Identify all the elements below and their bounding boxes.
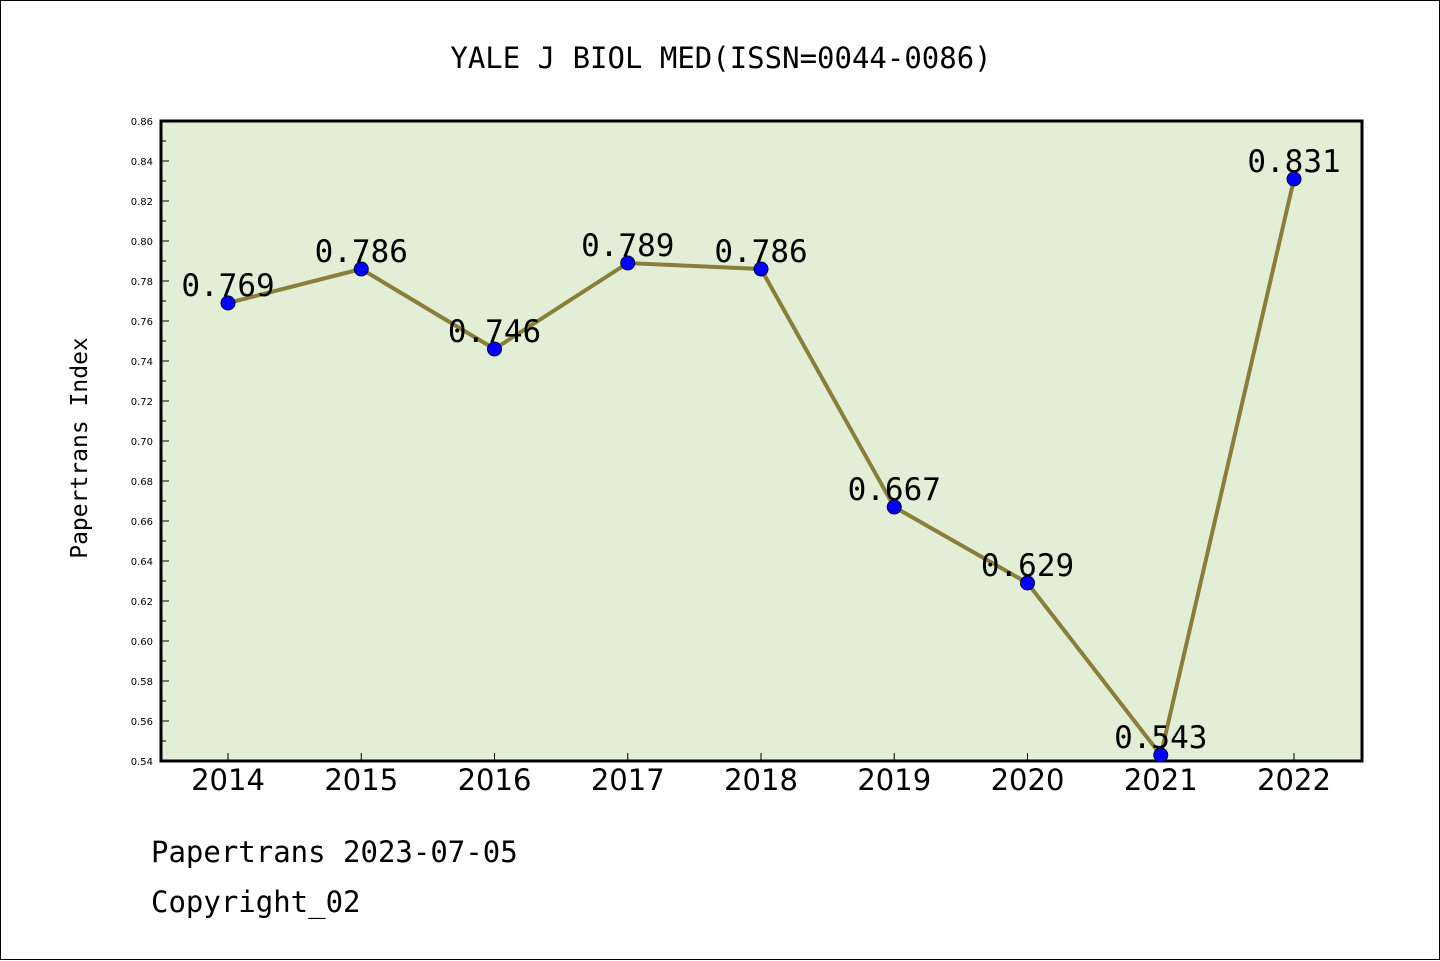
y-tick-label: 0.66: [131, 517, 153, 528]
footer-copyright: Copyright_02: [151, 885, 361, 919]
y-tick-label: 0.72: [131, 397, 153, 408]
data-label: 0.629: [981, 548, 1074, 584]
x-tick-label: 2021: [1124, 763, 1198, 797]
y-tick-label: 0.78: [131, 277, 153, 288]
x-tick-label: 2015: [324, 763, 398, 797]
data-point: [886, 499, 902, 515]
x-tick-label: 2017: [591, 763, 665, 797]
x-tick-label: 2019: [857, 763, 931, 797]
data-label: 0.667: [848, 472, 941, 508]
y-tick-label: 0.86: [131, 117, 153, 128]
y-tick-label: 0.76: [131, 317, 153, 328]
data-point: [1286, 171, 1302, 187]
y-axis: 0.54 0.56 0.58 0.60 0.62 0.64 0.66 0.68 0.70 0.72…: [131, 117, 169, 768]
data-point: [220, 295, 236, 311]
data-label: 0.786: [315, 234, 408, 270]
data-label: 0.769: [181, 268, 274, 304]
data-point: [353, 261, 369, 277]
data-label: 0.543: [1114, 720, 1207, 756]
data-point: [487, 341, 502, 357]
y-tick-label: 0.64: [131, 557, 153, 568]
x-tick-label: 2022: [1257, 763, 1331, 797]
data-label: 0.746: [448, 314, 541, 350]
y-tick-label: 0.58: [131, 677, 153, 688]
data-point: [1020, 575, 1035, 591]
x-axis: 2014 2015 2016 2017 2018 2019 2020 2021 2022: [191, 753, 1331, 797]
data-point: [1153, 747, 1169, 763]
y-tick-label: 0.68: [131, 477, 153, 488]
data-point: [753, 261, 769, 277]
data-label: 0.789: [581, 228, 674, 264]
footer-date: Papertrans 2023-07-05: [151, 835, 518, 869]
y-tick-label: 0.74: [131, 357, 153, 368]
x-tick-label: 2016: [458, 763, 532, 797]
x-tick-label: 2018: [724, 763, 798, 797]
y-axis-label: Papertrans Index: [67, 337, 93, 559]
x-tick-label: 2014: [191, 763, 265, 797]
data-labels-group: 0.769 0.786 0.746 0.789 0.786 0.667 0.629 0.543…: [181, 144, 1340, 756]
series-line-group: [220, 171, 1302, 763]
data-label: 0.786: [714, 234, 807, 270]
data-point: [620, 255, 636, 271]
y-tick-label: 0.62: [131, 597, 153, 608]
y-tick-label: 0.60: [131, 637, 153, 648]
y-tick-label: 0.70: [131, 437, 153, 448]
y-tick-label: 0.82: [131, 197, 153, 208]
y-tick-label: 0.54: [131, 757, 153, 768]
y-tick-label: 0.80: [131, 237, 153, 248]
data-label: 0.831: [1247, 144, 1340, 180]
chart-title: YALE J BIOL MED(ISSN=0044-0086): [450, 41, 991, 75]
plot-area: [159, 119, 1364, 763]
y-tick-label: 0.84: [131, 157, 153, 168]
y-tick-label: 0.56: [131, 717, 153, 728]
x-tick-label: 2020: [991, 763, 1065, 797]
